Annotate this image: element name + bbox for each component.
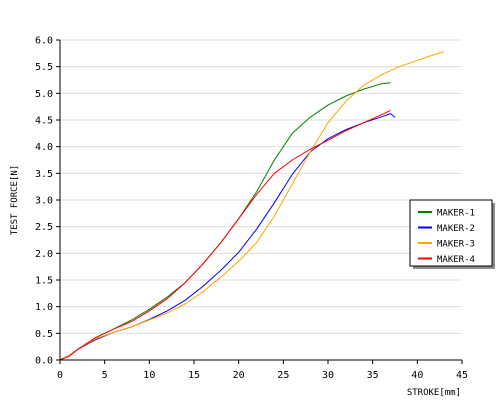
plot-series xyxy=(59,51,445,361)
x-tick-label: 0 xyxy=(57,370,63,381)
y-tick-label: 0.0 xyxy=(35,356,53,367)
y-tick-label: 2.5 xyxy=(35,222,53,233)
y-tick-label: 1.0 xyxy=(35,302,53,313)
series-line-maker-4 xyxy=(59,109,391,361)
legend-items: MAKER-1 MAKER-2 MAKER-3 MAKER-4 xyxy=(418,209,475,265)
y-tick-label: 6.0 xyxy=(35,36,53,47)
series-line-maker-2 xyxy=(59,113,396,361)
y-tick-label: 3.5 xyxy=(35,169,53,180)
x-tick-label: 5 xyxy=(102,370,108,381)
legend: MAKER-1 MAKER-2 MAKER-3 MAKER-4 xyxy=(409,199,495,269)
y-tick-label: 5.5 xyxy=(35,62,53,73)
y-tick-label: 2.0 xyxy=(35,249,53,260)
legend-label: MAKER-1 xyxy=(437,209,475,219)
legend-label: MAKER-4 xyxy=(437,255,475,265)
axes xyxy=(56,39,463,364)
y-tick-label: 5.0 xyxy=(35,89,53,100)
legend-label: MAKER-3 xyxy=(437,240,475,250)
x-tick-label: 35 xyxy=(367,370,379,381)
y-tick-label: 4.0 xyxy=(35,142,53,153)
tick-labels: 0.0 0.5 1.0 1.5 2.0 2.5 3.0 3.5 4.0 4.5 5.0 5.5 6.0 0… xyxy=(35,36,468,382)
grid xyxy=(60,39,462,334)
y-tick-label: 0.5 xyxy=(35,329,53,340)
y-tick-label: 4.5 xyxy=(35,116,53,127)
x-tick-label: 45 xyxy=(456,370,468,381)
x-tick-label: 10 xyxy=(143,370,155,381)
x-tick-label: 40 xyxy=(411,370,423,381)
y-axis-title: TEST FORCE[N] xyxy=(10,165,20,235)
x-tick-label: 30 xyxy=(322,370,334,381)
x-tick-label: 20 xyxy=(233,370,245,381)
y-tick-label: 1.5 xyxy=(35,276,53,287)
legend-label: MAKER-2 xyxy=(437,224,475,234)
series-line-maker-1 xyxy=(59,82,391,361)
x-tick-label: 15 xyxy=(188,370,200,381)
series-line-maker-3 xyxy=(59,51,445,361)
x-tick-label: 25 xyxy=(277,370,289,381)
x-axis-title: STROKE[mm] xyxy=(407,388,461,398)
y-tick-label: 3.0 xyxy=(35,196,53,207)
